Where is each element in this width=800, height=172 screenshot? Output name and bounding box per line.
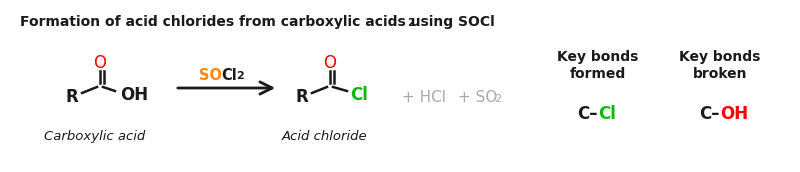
Text: O: O (94, 54, 106, 72)
Text: Carboxylic acid: Carboxylic acid (44, 130, 146, 143)
Text: O: O (323, 54, 337, 72)
Text: SO: SO (198, 68, 222, 83)
Text: C–: C– (699, 105, 720, 123)
Text: Cl: Cl (598, 105, 616, 123)
Text: 2: 2 (407, 18, 414, 28)
Text: Acid chloride: Acid chloride (282, 130, 368, 143)
Text: R: R (295, 88, 308, 106)
Text: + HCl: + HCl (402, 90, 446, 105)
Text: R: R (66, 88, 78, 106)
Text: C–: C– (578, 105, 598, 123)
Text: Key bonds
formed: Key bonds formed (558, 50, 638, 81)
Text: + SO: + SO (458, 90, 498, 105)
Text: Cl: Cl (222, 68, 238, 83)
Text: Key bonds
broken: Key bonds broken (679, 50, 761, 81)
Text: 2: 2 (237, 71, 244, 81)
Text: 2: 2 (494, 94, 501, 104)
Text: OH: OH (720, 105, 748, 123)
Text: Formation of acid chlorides from carboxylic acids using SOCl: Formation of acid chlorides from carboxy… (20, 15, 494, 29)
Text: OH: OH (120, 86, 148, 104)
Text: Cl: Cl (350, 86, 368, 104)
